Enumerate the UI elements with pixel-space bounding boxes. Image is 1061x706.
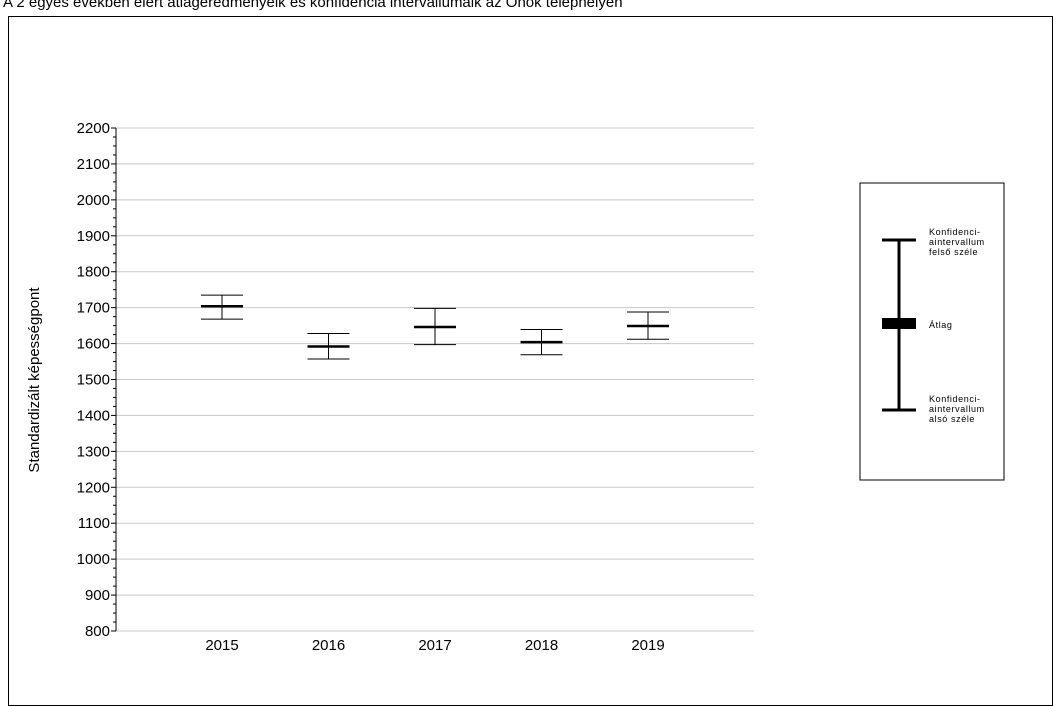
error-bar [520,329,563,356]
y-tick-label: 1800 [77,264,110,281]
error-bar [201,294,243,320]
y-tick-label: 2200 [77,120,110,137]
legend-mean-label: Átlag [929,320,953,330]
y-tick-label: 2000 [77,192,110,209]
y-tick-label: 1500 [77,372,110,389]
y-tick-label: 1300 [77,443,110,460]
y-tick-label: 1200 [77,479,110,496]
x-tick-label: 2016 [312,637,345,654]
legend-mean-box [882,318,916,329]
error-bars [201,294,669,360]
y-tick-label: 1000 [77,551,110,568]
y-tick-label: 1900 [77,228,110,245]
x-tick-label: 2019 [631,637,664,654]
legend-lower-label-2: aintervallum [929,404,985,414]
y-tick-label: 1100 [78,515,110,532]
legend-lower-label-3: alsó széle [929,414,975,424]
error-bar [627,311,669,340]
y-tick-label: 1400 [77,407,110,424]
y-tick-label: 900 [85,587,110,604]
legend-upper-label-1: Konfidenci- [929,227,981,237]
legend-box [859,182,1005,481]
legend: Konfidenci- aintervallum felső széle Átl… [859,182,1005,481]
axes: 800 900 1000 1100 1200 1300 1400 1500 1600 1700 18… [77,120,665,654]
x-tick-label: 2018 [525,637,558,654]
x-tick-label: 2017 [418,637,451,654]
y-tick-label: 1700 [77,300,110,317]
svg-text:Konfidenci- aintervallum: Konfidenci- aintervallum felső széle [929,227,988,257]
error-bar [414,307,456,346]
legend-lower-label-1: Konfidenci- [929,394,981,404]
page-title: A 2 egyes években elért átlageredményeik… [3,0,623,11]
x-tick-label: 2015 [205,637,238,654]
grid-lines [116,127,754,632]
legend-upper-label-2: aintervallum [929,237,985,247]
error-bar [307,333,350,360]
svg-text:Konfidenci- aintervallum: Konfidenci- aintervallum alsó széle [929,394,988,424]
y-tick-label: 1600 [77,336,110,353]
y-tick-label: 2100 [77,156,110,173]
legend-upper-label-3: felső széle [929,247,978,257]
y-axis-label: Standardizált képességpont [26,287,43,473]
y-tick-label: 800 [85,623,110,640]
